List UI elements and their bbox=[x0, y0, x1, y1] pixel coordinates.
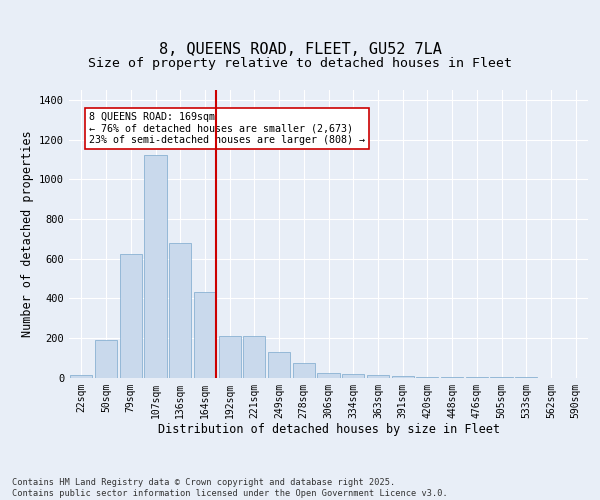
Bar bbox=[119, 254, 142, 378]
Bar bbox=[342, 374, 364, 378]
Bar bbox=[70, 374, 92, 378]
Bar bbox=[317, 372, 340, 378]
Bar bbox=[293, 362, 315, 378]
Bar bbox=[243, 336, 265, 378]
X-axis label: Distribution of detached houses by size in Fleet: Distribution of detached houses by size … bbox=[157, 423, 499, 436]
Text: Size of property relative to detached houses in Fleet: Size of property relative to detached ho… bbox=[88, 57, 512, 70]
Text: 8 QUEENS ROAD: 169sqm
← 76% of detached houses are smaller (2,673)
23% of semi-d: 8 QUEENS ROAD: 169sqm ← 76% of detached … bbox=[89, 112, 365, 145]
Bar bbox=[441, 376, 463, 378]
Bar bbox=[218, 336, 241, 378]
Bar bbox=[95, 340, 117, 378]
Text: 8, QUEENS ROAD, FLEET, GU52 7LA: 8, QUEENS ROAD, FLEET, GU52 7LA bbox=[158, 42, 442, 58]
Bar bbox=[194, 292, 216, 378]
Bar bbox=[145, 156, 167, 378]
Text: Contains HM Land Registry data © Crown copyright and database right 2025.
Contai: Contains HM Land Registry data © Crown c… bbox=[12, 478, 448, 498]
Bar bbox=[268, 352, 290, 378]
Bar bbox=[392, 376, 414, 378]
Bar bbox=[367, 374, 389, 378]
Bar bbox=[169, 242, 191, 378]
Bar bbox=[416, 376, 439, 378]
Y-axis label: Number of detached properties: Number of detached properties bbox=[20, 130, 34, 337]
